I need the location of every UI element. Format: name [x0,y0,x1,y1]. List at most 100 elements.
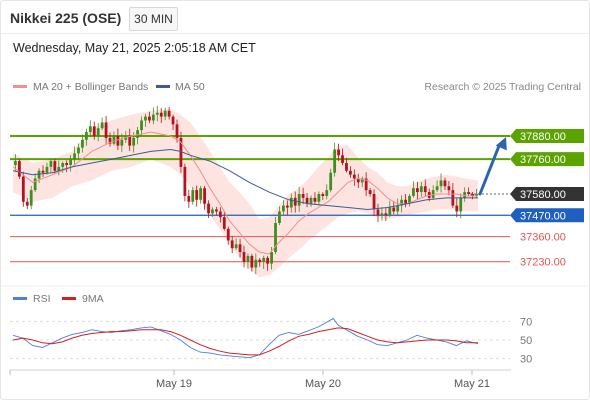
price-level-labels: 37880.00 37760.00 37580.00 37470.00 37360.00… [510,128,584,269]
candle-up [14,161,17,165]
candle-down [167,110,171,117]
rsi-9ma-line [12,327,478,356]
candle-up [61,163,65,167]
candle-up [81,139,84,148]
candle-up [400,199,404,206]
candle-down [313,197,317,202]
last-label: 37580.00 [520,189,566,201]
candle-up [45,166,49,173]
legend-ma20-swatch [13,85,27,88]
candle-down [148,116,151,121]
candle-up [435,186,439,191]
candle-up [297,194,301,206]
support-label: 37230.00 [520,257,566,269]
header-divider [0,33,590,34]
candle-up [140,120,143,131]
candle-down [92,126,96,136]
candle-up [151,114,155,121]
moving-averages [12,131,478,255]
candle-down [65,163,69,165]
timeframe-button[interactable]: 30 MIN [129,7,178,31]
candle-down [301,194,305,198]
candle-down [404,199,407,204]
candle-down [364,178,368,191]
forecast-arrow [478,136,507,196]
candle-down [258,259,262,262]
candle-down [195,190,199,200]
credit-text: Research © 2025 Trading Central [424,81,581,93]
resistance-label-bg [510,128,584,143]
candle-down [423,186,427,193]
resistance-label: 37760.00 [520,154,566,166]
instrument-title: Nikkei 225 (OSE) [10,10,122,26]
candle-up [144,116,147,121]
candle-down [250,255,254,268]
bollinger-band-area [13,108,478,278]
candle-up [29,190,33,206]
candle-down [266,257,270,264]
ma20-line [12,131,478,255]
legend-9ma-label: 9MA [82,293,104,305]
support-label: 37360.00 [520,232,566,244]
rsi-tick-label: 30 [520,354,532,366]
candle-up [57,166,61,171]
candle-down [41,170,45,173]
legend-9ma-swatch [62,297,76,300]
candle-up [380,213,384,216]
candle-down [443,180,447,187]
candle-down [285,205,289,208]
candle-up [396,205,400,212]
candle-up [333,149,337,173]
candle-up [317,194,321,202]
candle-up [96,128,100,136]
pivot-label: 37470.00 [520,210,566,222]
candle-down [368,190,372,194]
rsi-panel: 70 50 30 [10,316,532,366]
candle-down [455,205,459,212]
rsi-tick-label: 50 [520,335,532,347]
candle-down [222,217,226,229]
rsi-tick-label: 70 [520,316,532,328]
forecast-arrow-shaft [478,144,501,196]
candle-up [112,135,116,144]
bollinger-band [13,108,478,278]
candle-up [282,205,285,212]
datetime-label: Wednesday, May 21, 2025 2:05:18 AM CET [13,41,256,55]
candle-up [100,122,104,129]
x-axis: May 19 May 20 May 21 [9,370,490,390]
candle-down [242,252,246,262]
candle-up [37,170,41,179]
candle-down [25,201,29,206]
candle-up [274,223,277,253]
rsi-line [12,317,479,359]
candle-up [49,161,53,167]
candle-down [305,197,309,204]
candle-down [175,124,179,138]
candle-down [215,209,218,212]
candle-down [447,186,451,191]
candle-up [73,153,76,160]
candle-down [356,178,360,183]
legend-rsi-label: RSI [33,293,51,305]
legend-ma20-label: MA 20 + Bollinger Bands [33,81,148,93]
candle-up [408,195,411,204]
candle-up [278,211,281,224]
candle-down [345,163,348,171]
candle-down [171,116,175,125]
candle-down [108,137,112,144]
candle-up [246,255,250,262]
candle-up [163,110,167,117]
candle-down [238,244,242,253]
candle-up [439,180,443,187]
candle-down [230,240,234,249]
candle-down [467,192,471,194]
candle-up [459,197,463,212]
candle-down [471,194,474,196]
forecast-arrow-head [495,136,507,151]
candle-down [183,166,187,196]
candle-up [132,137,136,146]
candle-up [254,259,258,268]
candle-up [155,112,159,115]
resistance-label-bg [510,152,584,167]
legend-rsi-swatch [13,297,27,300]
